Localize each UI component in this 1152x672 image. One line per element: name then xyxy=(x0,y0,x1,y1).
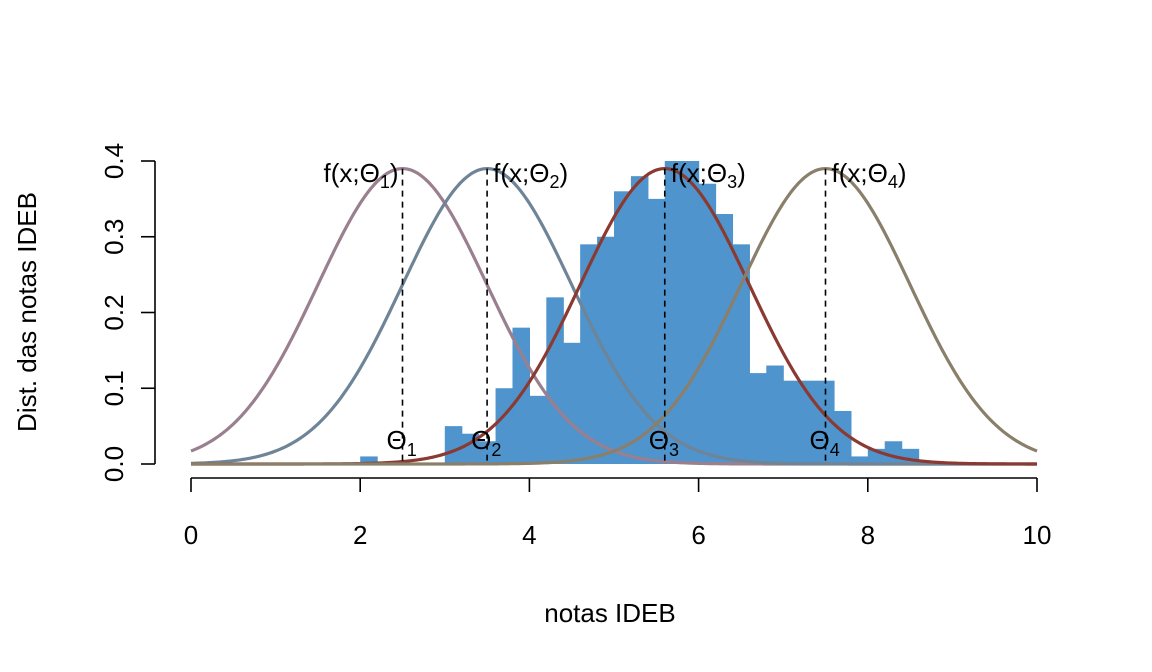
theta-label: Θ3 xyxy=(649,425,679,460)
x-tick-label: 4 xyxy=(522,520,536,550)
curve-label: f(x;Θ1) xyxy=(323,158,398,192)
y-tick-label: 0.2 xyxy=(99,294,129,330)
density-curve xyxy=(190,166,1037,466)
histogram-bar xyxy=(563,342,581,464)
histogram-bar xyxy=(495,388,514,464)
theta-label: Θ1 xyxy=(387,425,417,460)
axes: 0 2 4 6 8 10 0.0 0.1 0.2 0.3 0.4 xyxy=(99,143,1051,550)
histogram-bar xyxy=(630,176,649,464)
annotations: f(x;Θ1) Θ1 f(x;Θ2) Θ2 f(x;Θ3) Θ3 f(x;Θ4) Θ4 xyxy=(323,158,906,460)
histogram-bar xyxy=(833,410,852,464)
histogram-bar xyxy=(884,441,903,464)
curve-label: f(x;Θ2) xyxy=(493,158,568,192)
theta-label: Θ4 xyxy=(810,425,840,460)
histogram-bar xyxy=(850,456,869,464)
histogram-bar xyxy=(732,244,750,464)
x-tick-label: 6 xyxy=(691,520,705,550)
histogram-bar xyxy=(715,214,734,464)
histogram-bar xyxy=(614,191,632,465)
x-tick-label: 10 xyxy=(1023,520,1052,550)
y-tick-label: 0.3 xyxy=(99,219,129,255)
y-tick-label: 0.0 xyxy=(99,446,129,482)
histogram-bar xyxy=(698,183,717,465)
histogram-bars xyxy=(360,161,920,465)
histogram-bar xyxy=(647,198,666,464)
theta-label: Θ2 xyxy=(471,425,501,460)
x-tick-label: 8 xyxy=(861,520,875,550)
x-tick-label: 0 xyxy=(184,520,198,550)
y-tick-label: 0.1 xyxy=(99,370,129,406)
histogram-bar xyxy=(664,161,683,464)
y-tick-label: 0.4 xyxy=(99,143,129,179)
histogram-bar xyxy=(478,441,497,464)
curve-label: f(x;Θ4) xyxy=(832,158,907,192)
histogram-bar xyxy=(444,426,463,465)
histogram-bar xyxy=(360,456,378,464)
density-curve xyxy=(191,166,1038,466)
histogram-bar xyxy=(529,395,547,464)
histogram-bar xyxy=(749,373,767,464)
mean-lines xyxy=(401,168,827,464)
y-axis-label: Dist. das notas IDEB xyxy=(12,192,42,432)
histogram-bar xyxy=(681,161,700,464)
histogram-bar xyxy=(580,244,598,464)
density-curves xyxy=(190,166,1038,466)
histogram-bar xyxy=(783,380,801,464)
curve-label: f(x;Θ3) xyxy=(671,158,746,192)
x-tick-label: 2 xyxy=(353,520,367,550)
x-axis-label: notas IDEB xyxy=(544,598,676,628)
histogram-bar xyxy=(546,297,564,464)
histogram-bar xyxy=(766,365,784,464)
